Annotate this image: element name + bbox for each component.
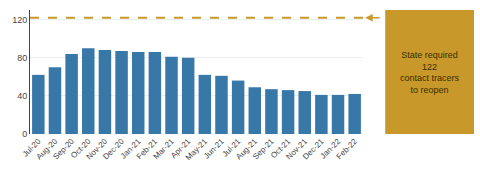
svg-text:80: 80 bbox=[17, 53, 27, 63]
svg-text:Nov-20: Nov-20 bbox=[85, 136, 110, 161]
svg-text:Aug-21: Aug-21 bbox=[234, 136, 259, 161]
svg-text:Jan-22: Jan-22 bbox=[319, 136, 343, 160]
svg-text:Feb-21: Feb-21 bbox=[135, 136, 160, 161]
svg-text:May-21: May-21 bbox=[184, 136, 210, 162]
svg-text:Dec-20: Dec-20 bbox=[101, 136, 126, 161]
svg-text:State required122contact trace: State required122contact tracersto reope… bbox=[400, 50, 460, 95]
svg-text:Jun-21: Jun-21 bbox=[202, 136, 226, 160]
svg-text:Sep-21: Sep-21 bbox=[251, 136, 276, 161]
svg-text:Oct-21: Oct-21 bbox=[269, 136, 293, 160]
svg-text:0: 0 bbox=[22, 129, 27, 139]
svg-text:Sep-20: Sep-20 bbox=[51, 136, 76, 161]
svg-text:Dec-21: Dec-21 bbox=[301, 136, 326, 161]
svg-text:40: 40 bbox=[17, 91, 27, 101]
svg-text:Feb-22: Feb-22 bbox=[335, 136, 360, 161]
svg-text:Mar-21: Mar-21 bbox=[151, 136, 176, 161]
svg-text:Jul-20: Jul-20 bbox=[21, 136, 43, 158]
svg-text:Jan-21: Jan-21 bbox=[119, 136, 143, 160]
svg-text:Nov-21: Nov-21 bbox=[284, 136, 309, 161]
svg-text:Jul-21: Jul-21 bbox=[221, 136, 243, 158]
svg-text:Aug-20: Aug-20 bbox=[35, 136, 60, 161]
svg-text:Apr-21: Apr-21 bbox=[169, 136, 193, 160]
svg-text:Oct-20: Oct-20 bbox=[69, 136, 93, 160]
svg-text:120: 120 bbox=[12, 15, 27, 25]
